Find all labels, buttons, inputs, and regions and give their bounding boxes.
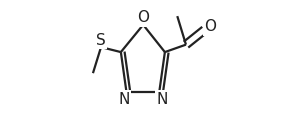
Text: N: N <box>156 92 167 107</box>
Text: O: O <box>137 11 149 25</box>
Text: O: O <box>204 19 216 34</box>
Text: N: N <box>118 92 130 107</box>
Text: S: S <box>95 33 105 48</box>
